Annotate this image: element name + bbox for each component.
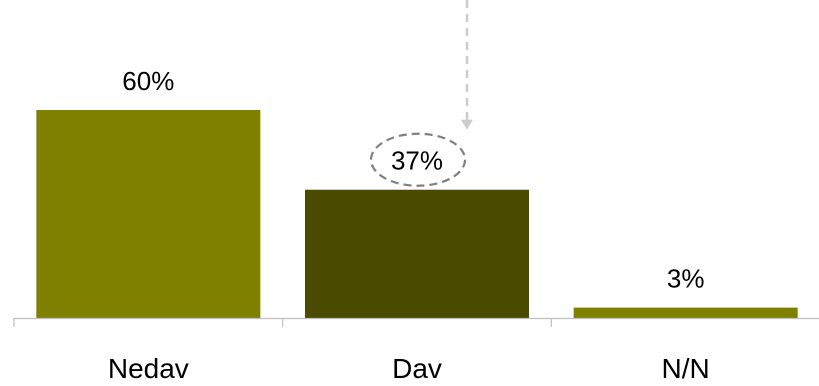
- category-labels: Nedav Dav N/N: [108, 353, 710, 384]
- highlight-arrow-head: [461, 119, 473, 130]
- bar-n-n: [573, 307, 798, 318]
- value-label-n-n: 3%: [667, 264, 705, 294]
- highlight-annotation: [369, 0, 473, 187]
- value-label-nedav: 60%: [122, 66, 174, 96]
- bars-layer: [36, 110, 798, 318]
- highlight-ellipse: [369, 132, 467, 187]
- category-label-n-n: N/N: [662, 353, 710, 384]
- value-labels: 60% 37% 3%: [122, 66, 704, 294]
- bar-nedav: [36, 110, 261, 318]
- category-label-dav: Dav: [392, 353, 442, 384]
- category-label-nedav: Nedav: [108, 353, 189, 384]
- value-label-dav: 37%: [391, 146, 443, 176]
- bar-dav: [305, 189, 529, 318]
- x-axis: [13, 317, 819, 327]
